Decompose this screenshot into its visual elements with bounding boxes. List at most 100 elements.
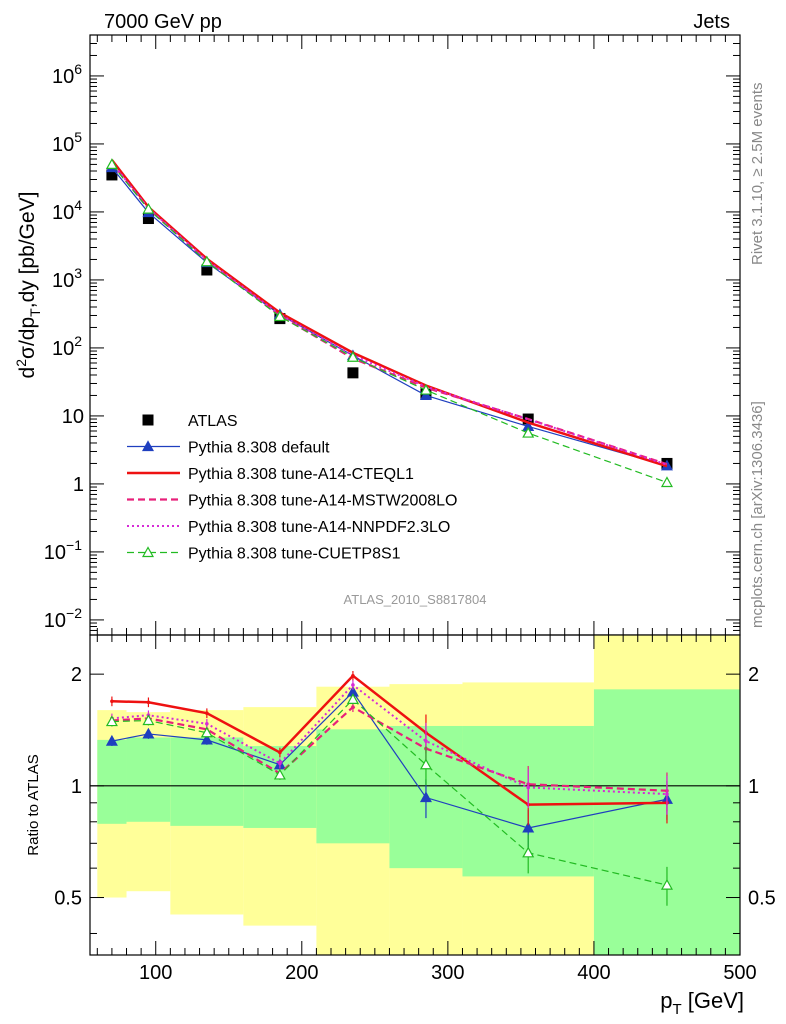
legend-label: Pythia 8.308 tune-A14-NNPDF2.3LO — [188, 519, 450, 536]
default-marker — [419, 389, 432, 401]
a14_cteql1-ratio-line — [111, 674, 667, 806]
cuetp8s1-ratio-marker — [105, 715, 118, 727]
main-y-tick-label: 10−1 — [44, 537, 82, 564]
atlas-point — [347, 367, 359, 379]
cuetp8s1-line — [111, 164, 668, 484]
x-tick-label: 200 — [285, 962, 318, 984]
default-ratio-marker — [105, 734, 118, 746]
cuetp8s1-ratio-marker — [142, 714, 155, 726]
main-y-axis-title: d2σ/dpT,dy [pb/GeV] — [13, 192, 43, 379]
default-ratio-marker — [522, 821, 535, 833]
ratio-y-tick-label: 1 — [71, 776, 82, 798]
default-ratio-line — [111, 691, 668, 829]
x-tick-label: 300 — [431, 962, 464, 984]
x-tick-label: 500 — [723, 962, 756, 984]
atlas-point — [201, 264, 213, 276]
main-y-tick-label: 106 — [52, 61, 82, 88]
x-tick-label: 400 — [577, 962, 610, 984]
a14_nnpdf-ratio-marker — [351, 683, 355, 687]
a14_nnpdf-ratio-marker — [278, 761, 282, 766]
cuetp8s1-ratio-marker — [200, 726, 213, 738]
ratio-panel-frame — [89, 634, 741, 956]
main-y-tick-label: 10 — [62, 406, 84, 428]
x-axis-title: pT [GeV] — [660, 988, 744, 1018]
cuetp8s1-ratio-line — [111, 698, 668, 886]
ratio-y-tick-label: 0.5 — [54, 888, 82, 910]
ratio-panel-series — [105, 671, 673, 906]
main-panel-ticks — [90, 34, 741, 636]
analysis-id: ATLAS_2010_S8817804 — [344, 592, 487, 607]
cuetp8s1-ratio-marker — [660, 878, 673, 890]
header-left: 7000 GeV pp — [104, 11, 222, 33]
main-y-tick-label: 105 — [52, 129, 82, 156]
source-info: mcplots.cern.ch [arXiv:1306.3436] — [749, 401, 766, 628]
ratio-y-tick-labels: 0.5 0.5 1 1 2 2 — [54, 664, 776, 909]
legend: ATLAS Pythia 8.308 default Pythia 8.308 tu… — [127, 413, 457, 563]
cuetp8s1-marker — [200, 255, 213, 267]
legend-marker-default — [141, 440, 155, 452]
band-inner — [243, 746, 317, 828]
legend-label: Pythia 8.308 tune-CUETP8S1 — [188, 546, 401, 563]
a14_cteql1-ratio-marker — [146, 700, 151, 705]
main-panel-series — [105, 158, 673, 488]
x-axis-label: pT [GeV] — [660, 988, 744, 1018]
rivet-info: Rivet 3.1.10, ≥ 2.5M events — [749, 83, 766, 266]
ratio-y-tick-label: 2 — [71, 664, 82, 686]
legend-marker-atlas — [142, 414, 154, 426]
band-inner — [97, 739, 127, 824]
main-y-tick-label: 102 — [52, 333, 82, 360]
x-tick-label: 100 — [139, 962, 172, 984]
atlas-point — [142, 213, 154, 225]
default-ratio-marker — [142, 727, 155, 739]
a14_cteql1-ratio-marker — [351, 673, 355, 678]
legend-label: Pythia 8.308 default — [188, 440, 330, 457]
a14_nnpdf-ratio-marker — [665, 792, 669, 796]
main-y-tick-labels: 10−2 10−1 1 10 102 103 104 105 106 — [44, 61, 84, 632]
legend-label: ATLAS — [188, 413, 238, 430]
a14_nnpdf-ratio-marker — [424, 739, 428, 743]
ratio-uncertainty-bands — [90, 635, 740, 955]
ratio-y-tick-label-right: 0.5 — [748, 888, 776, 910]
main-y-tick-label: 1 — [73, 474, 84, 496]
cuetp8s1-marker — [419, 383, 432, 395]
header-right: Jets — [693, 11, 730, 33]
cuetp8s1-ratio-marker — [346, 693, 359, 704]
cuetp8s1-ratio-marker — [273, 768, 286, 780]
a14_cteql1-ratio-marker — [278, 750, 282, 755]
a14_mstw-ratio-line — [111, 705, 668, 792]
cuetp8s1-ratio-marker — [522, 846, 535, 858]
a14_nnpdf-ratio-marker — [205, 721, 209, 726]
default-line — [111, 167, 668, 467]
cuetp8s1-marker — [273, 310, 286, 322]
band-inner — [170, 737, 244, 826]
atlas-point — [106, 169, 118, 181]
legend-marker-cuetp8s1 — [141, 546, 155, 558]
band-inner — [126, 737, 171, 822]
main-y-tick-label: 103 — [52, 265, 82, 292]
cuetp8s1-marker — [522, 426, 535, 438]
legend-label: Pythia 8.308 tune-A14-MSTW2008LO — [188, 493, 457, 510]
cuetp8s1-marker — [142, 202, 155, 214]
ratio-frame-rect — [89, 634, 741, 956]
a14_cteql1-ratio-marker — [205, 711, 209, 715]
a14_nnpdf-line — [111, 162, 668, 466]
ratio-y-tick-label-right: 1 — [748, 776, 759, 798]
cuetp8s1-marker — [660, 476, 673, 488]
ratio-y-axis-title: Ratio to ATLAS — [25, 754, 42, 855]
default-ratio-marker — [419, 791, 432, 803]
legend-label: Pythia 8.308 tune-A14-CTEQL1 — [188, 466, 414, 483]
ratio-y-axis-label: Ratio to ATLAS — [25, 754, 42, 855]
main-y-axis-label: d2σ/dpT,dy [pb/GeV] — [13, 192, 43, 379]
cuetp8s1-marker — [105, 158, 118, 170]
x-tick-labels: 100 200 300 400 500 — [139, 962, 757, 984]
ratio-y-tick-label-right: 2 — [748, 664, 759, 686]
default-ratio-marker — [200, 733, 213, 745]
ratio-panel-ticks — [90, 635, 741, 955]
a14_mstw-ratio-marker — [351, 705, 355, 709]
cuetp8s1-marker — [346, 350, 359, 362]
main-y-tick-label: 104 — [52, 197, 82, 224]
a14_cteql1-ratio-marker — [110, 699, 114, 704]
a14_nnpdf-ratio-marker — [526, 785, 531, 790]
main-y-tick-label: 10−2 — [44, 605, 82, 632]
